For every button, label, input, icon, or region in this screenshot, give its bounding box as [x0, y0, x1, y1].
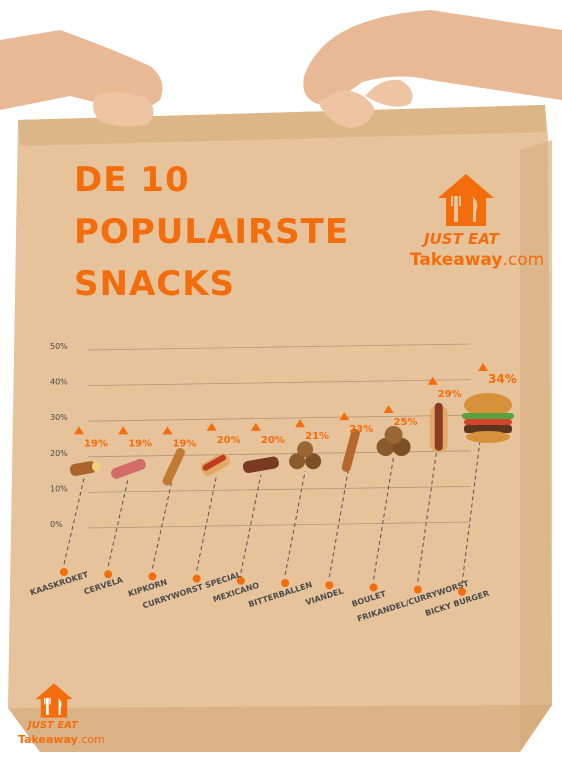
- brand-logo-top: JUST EAT Takeaway.com: [410, 172, 544, 282]
- title-line-2: POPULAIRSTE: [74, 212, 350, 252]
- value-label: 20%: [261, 435, 285, 446]
- value-arrow: [250, 422, 261, 431]
- left-hand: [0, 30, 163, 127]
- value-label: 19%: [128, 438, 152, 449]
- kipkorn-icon: [162, 448, 185, 486]
- y-tick-label: 10%: [50, 484, 68, 493]
- brand-just-eat: JUST EAT: [424, 230, 499, 248]
- bag-top-fold: [18, 105, 546, 146]
- ball: [289, 453, 306, 470]
- gridline: [87, 343, 471, 351]
- viandel: [341, 428, 360, 472]
- right-hand: [303, 10, 562, 128]
- value-arrow: [74, 426, 84, 435]
- patty: [464, 424, 512, 433]
- bun-bottom: [466, 430, 510, 443]
- bun-top: [464, 392, 512, 417]
- y-tick-label: 20%: [50, 449, 68, 458]
- bar-stem: [461, 424, 483, 584]
- value-label: 23%: [349, 424, 373, 435]
- bar-dot: [60, 568, 68, 576]
- bar-dot: [369, 583, 378, 592]
- value-label: 25%: [394, 417, 418, 428]
- brand-takeaway: Takeaway.com: [410, 250, 544, 270]
- value-label: 20%: [217, 435, 241, 446]
- bar-stem: [240, 474, 262, 573]
- value-arrow: [339, 412, 350, 421]
- value-label: 34%: [488, 372, 517, 386]
- bar-dot: [236, 576, 245, 585]
- value-arrow: [162, 426, 173, 435]
- gridline: [87, 379, 471, 386]
- title-line-1: DE 10: [74, 160, 190, 200]
- bar-stem: [151, 478, 173, 569]
- ball: [305, 453, 322, 470]
- y-tick-label: 30%: [50, 413, 68, 422]
- bitterballen-icon: [289, 441, 322, 470]
- bicky-burger-icon: [462, 392, 514, 443]
- mexicano-icon: [242, 456, 279, 474]
- value-label: 29%: [438, 389, 462, 400]
- ball: [297, 441, 314, 458]
- frikandel-icon: [429, 402, 448, 453]
- value-label: 19%: [172, 438, 196, 449]
- value-label: 21%: [305, 431, 329, 442]
- kaaskroket-icon: [69, 461, 100, 476]
- value-arrow: [427, 376, 438, 385]
- bar-dot: [104, 570, 113, 579]
- bar-stem: [328, 464, 350, 578]
- sausage: [434, 402, 443, 451]
- bar-stem: [196, 474, 218, 571]
- bar-dot: [413, 585, 422, 594]
- cervela-icon: [111, 458, 146, 479]
- house-fork-knife-icon-small: [35, 683, 73, 718]
- bar-dot: [458, 587, 466, 596]
- value-arrow: [478, 362, 488, 371]
- value-arrow: [206, 422, 217, 431]
- bar-stem: [107, 478, 129, 567]
- y-tick-label: 40%: [50, 378, 68, 387]
- y-tick-label: 0%: [50, 520, 63, 529]
- bar-stem: [63, 478, 85, 565]
- bar-dot: [281, 579, 290, 587]
- sausage: [202, 454, 226, 471]
- curryworst-special-icon: [201, 453, 230, 476]
- gridline: [87, 486, 471, 493]
- brand-takeaway-word-bottom: Takeaway: [18, 733, 78, 746]
- gridline: [87, 414, 471, 422]
- brand-just-eat-bottom: JUST EAT: [28, 720, 78, 731]
- brand-logo-bottom: JUST EAT Takeaway.com: [18, 682, 108, 752]
- bag-side-shade: [520, 140, 552, 750]
- lettuce: [462, 412, 514, 419]
- value-arrow: [295, 419, 306, 428]
- value-arrow: [383, 405, 394, 413]
- tomato: [464, 418, 512, 425]
- bar-stem: [284, 471, 306, 576]
- gridline: [87, 521, 471, 529]
- kaaskroket: [69, 461, 97, 476]
- brand-dotcom-bottom: .com: [77, 733, 105, 746]
- brand-takeaway-word: Takeaway: [410, 250, 503, 270]
- bag-bottom-shade: [8, 705, 552, 752]
- viandel-icon: [341, 428, 360, 472]
- bar-dot: [325, 581, 334, 590]
- mexicano: [242, 456, 279, 474]
- value-arrow: [118, 426, 129, 435]
- value-label: 19%: [84, 438, 108, 449]
- cervela: [111, 458, 146, 479]
- house-fork-knife-icon: [438, 174, 494, 226]
- brand-dotcom: .com: [502, 250, 545, 270]
- bar-dot: [148, 572, 157, 581]
- y-tick-label: 50%: [50, 342, 68, 351]
- title-line-3: SNACKS: [74, 264, 236, 304]
- boulet-icon: [376, 426, 411, 456]
- bar-stem: [417, 442, 439, 582]
- bar-dot: [192, 574, 201, 583]
- kipkorn: [162, 448, 185, 486]
- ball: [384, 426, 403, 444]
- cheese: [92, 461, 100, 472]
- brand-takeaway-bottom: Takeaway.com: [18, 733, 105, 746]
